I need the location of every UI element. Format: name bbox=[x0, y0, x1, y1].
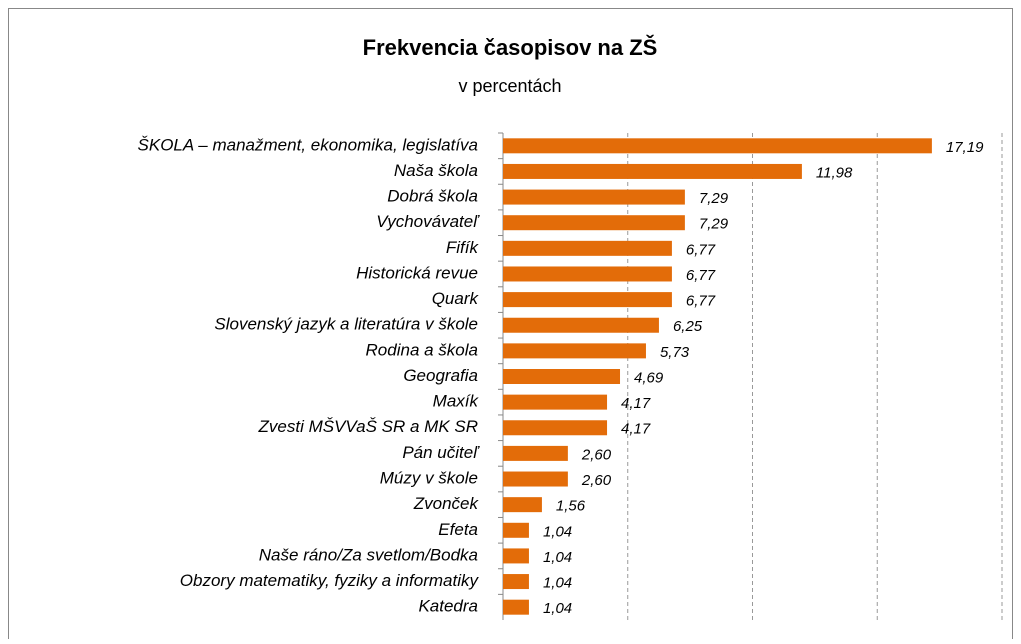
bar bbox=[503, 138, 932, 154]
data-label: 2,60 bbox=[581, 472, 612, 489]
y-tick-label: Obzory matematiky, fyziky a informatiky bbox=[180, 571, 480, 590]
bar bbox=[503, 522, 529, 538]
y-tick-label: Maxík bbox=[433, 392, 480, 411]
y-tick-label: Katedra bbox=[418, 597, 478, 616]
bar bbox=[503, 574, 529, 590]
y-tick-label: Slovenský jazyk a literatúra v škole bbox=[214, 315, 478, 334]
y-tick-label: Zvesti MŠVVaŠ SR a MK SR bbox=[258, 417, 478, 436]
data-label: 6,77 bbox=[686, 267, 716, 284]
y-tick-label: Dobrá škola bbox=[387, 187, 478, 206]
bar bbox=[503, 369, 621, 384]
data-label: 6,25 bbox=[673, 318, 703, 335]
bar bbox=[503, 240, 672, 256]
y-tick-label: ŠKOLA – manažment, ekonomika, legislatív… bbox=[138, 135, 478, 154]
data-label: 11,98 bbox=[816, 164, 853, 181]
bar bbox=[503, 292, 672, 308]
y-tick-label: Quark bbox=[432, 289, 480, 308]
y-tick-label: Rodina a škola bbox=[366, 340, 478, 359]
bar bbox=[503, 189, 685, 205]
bar bbox=[503, 471, 568, 487]
y-tick-label: Vychovávateľ bbox=[376, 212, 480, 231]
y-tick-label: Historická revue bbox=[356, 263, 478, 282]
bar bbox=[503, 343, 646, 359]
bar bbox=[503, 215, 685, 231]
y-tick-label: Naša škola bbox=[394, 161, 478, 180]
bar bbox=[503, 317, 659, 333]
data-label: 17,19 bbox=[946, 139, 984, 156]
data-label: 1,04 bbox=[543, 575, 572, 592]
bar bbox=[503, 266, 672, 282]
chart-title: Frekvencia časopisov na ZŠ bbox=[363, 35, 658, 60]
data-label: 6,77 bbox=[686, 293, 716, 310]
bar bbox=[503, 548, 529, 564]
y-tick-label: Geografia bbox=[403, 366, 478, 385]
y-tick-label: Múzy v škole bbox=[380, 469, 478, 488]
data-label: 4,17 bbox=[621, 421, 651, 438]
y-tick-label: Fifík bbox=[446, 238, 480, 257]
data-label: 4,69 bbox=[634, 369, 664, 386]
data-label: 1,04 bbox=[543, 523, 572, 540]
y-tick-label: Zvonček bbox=[413, 494, 480, 513]
y-tick-label: Pán učiteľ bbox=[402, 443, 480, 462]
chart-subtitle: v percentách bbox=[458, 76, 561, 96]
data-label: 5,73 bbox=[660, 344, 690, 361]
bar bbox=[503, 599, 529, 615]
data-label: 1,04 bbox=[543, 549, 572, 566]
bar bbox=[503, 497, 542, 513]
data-label: 2,60 bbox=[581, 446, 612, 463]
data-label: 4,17 bbox=[621, 395, 651, 412]
y-tick-label: Naše ráno/Za svetlom/Bodka bbox=[259, 545, 478, 564]
bar bbox=[503, 394, 608, 410]
data-label: 7,29 bbox=[699, 216, 729, 233]
bar bbox=[503, 445, 568, 461]
data-label: 6,77 bbox=[686, 241, 716, 258]
y-tick-label: Efeta bbox=[438, 520, 478, 539]
data-label: 1,56 bbox=[556, 498, 586, 515]
bar bbox=[503, 420, 608, 436]
data-label: 7,29 bbox=[699, 190, 729, 207]
bar bbox=[503, 163, 802, 179]
data-label: 1,04 bbox=[543, 600, 572, 617]
